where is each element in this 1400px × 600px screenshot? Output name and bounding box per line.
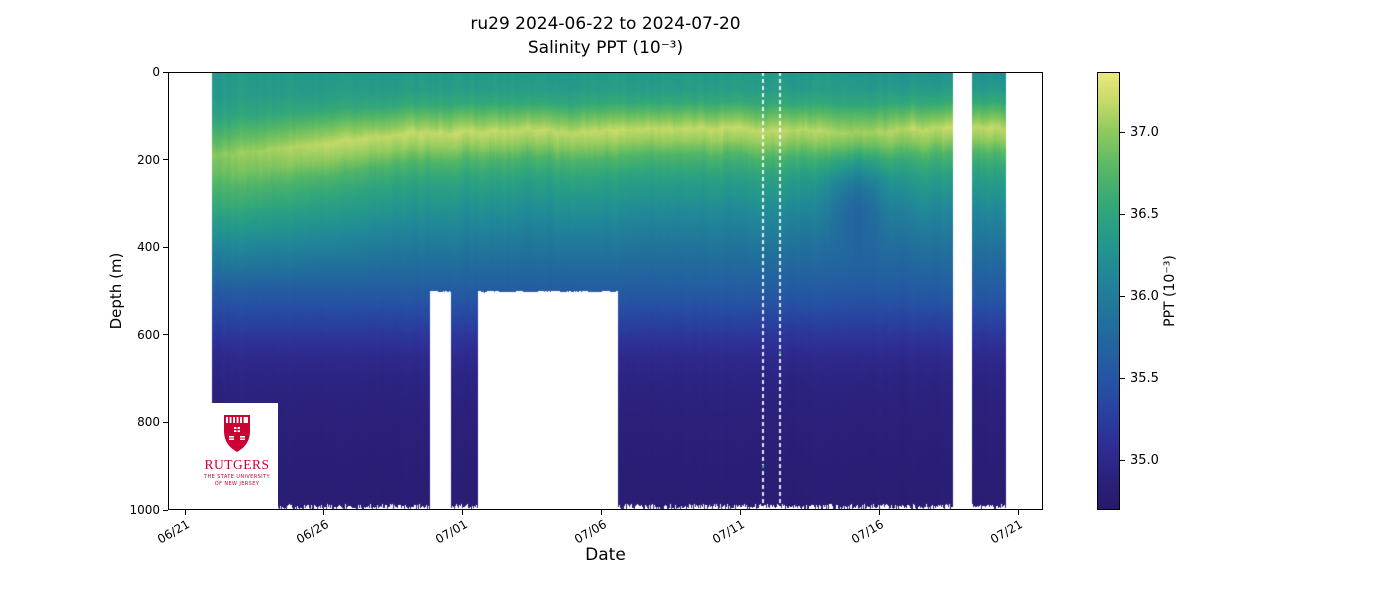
rutgers-shield-icon xyxy=(224,415,250,452)
colorbar-tick-mark xyxy=(1120,214,1125,216)
colorbar-gradient-canvas xyxy=(1097,72,1120,510)
y-tick-mark xyxy=(163,71,168,73)
colorbar-tick-mark xyxy=(1120,460,1125,462)
rutgers-tagline-line1: THE STATE UNIVERSITY xyxy=(204,474,270,480)
colorbar-tick-label: 35.5 xyxy=(1130,370,1159,386)
x-tick-mark xyxy=(184,510,186,515)
x-tick-mark xyxy=(1017,510,1019,515)
y-tick-mark xyxy=(163,159,168,161)
x-tick-mark xyxy=(601,510,603,515)
colorbar-tick-mark xyxy=(1120,378,1125,380)
y-tick-mark xyxy=(163,421,168,423)
plot-area: RUTGERS THE STATE UNIVERSITY OF NEW JERS… xyxy=(168,72,1043,510)
x-tick-mark xyxy=(462,510,464,515)
y-tick-label: 200 xyxy=(137,152,160,167)
colorbar-label: PPT (10⁻³) xyxy=(1162,255,1178,327)
x-tick-mark xyxy=(739,510,741,515)
y-tick-label: 600 xyxy=(137,327,160,342)
y-tick-label: 800 xyxy=(137,415,160,430)
y-tick-label: 400 xyxy=(137,240,160,255)
y-tick-mark xyxy=(163,334,168,336)
salinity-heatmap-canvas xyxy=(168,72,1043,510)
colorbar-tick-label: 37.0 xyxy=(1130,124,1159,140)
colorbar-tick-label: 35.0 xyxy=(1130,452,1159,468)
colorbar-tick-mark xyxy=(1120,296,1125,298)
colorbar-tick-label: 36.0 xyxy=(1130,288,1159,304)
y-tick-mark xyxy=(163,509,168,511)
rutgers-logo: RUTGERS THE STATE UNIVERSITY OF NEW JERS… xyxy=(196,403,278,509)
colorbar-tick-mark xyxy=(1120,132,1125,134)
rutgers-wordmark: RUTGERS xyxy=(204,457,270,472)
rutgers-tagline-line2: OF NEW JERSEY xyxy=(214,481,260,487)
x-tick-mark xyxy=(878,510,880,515)
colorbar xyxy=(1097,72,1120,510)
y-tick-label: 1000 xyxy=(129,503,160,517)
figure-subtitle: Salinity PPT (10⁻³) xyxy=(527,38,684,58)
colorbar-tick-label: 36.5 xyxy=(1130,206,1159,222)
figure-title: ru29 2024-06-22 to 2024-07-20 xyxy=(470,14,741,34)
y-tick-label: 0 xyxy=(152,65,160,79)
x-axis-label: Date xyxy=(585,545,626,565)
y-tick-mark xyxy=(163,246,168,248)
x-tick-mark xyxy=(323,510,325,515)
